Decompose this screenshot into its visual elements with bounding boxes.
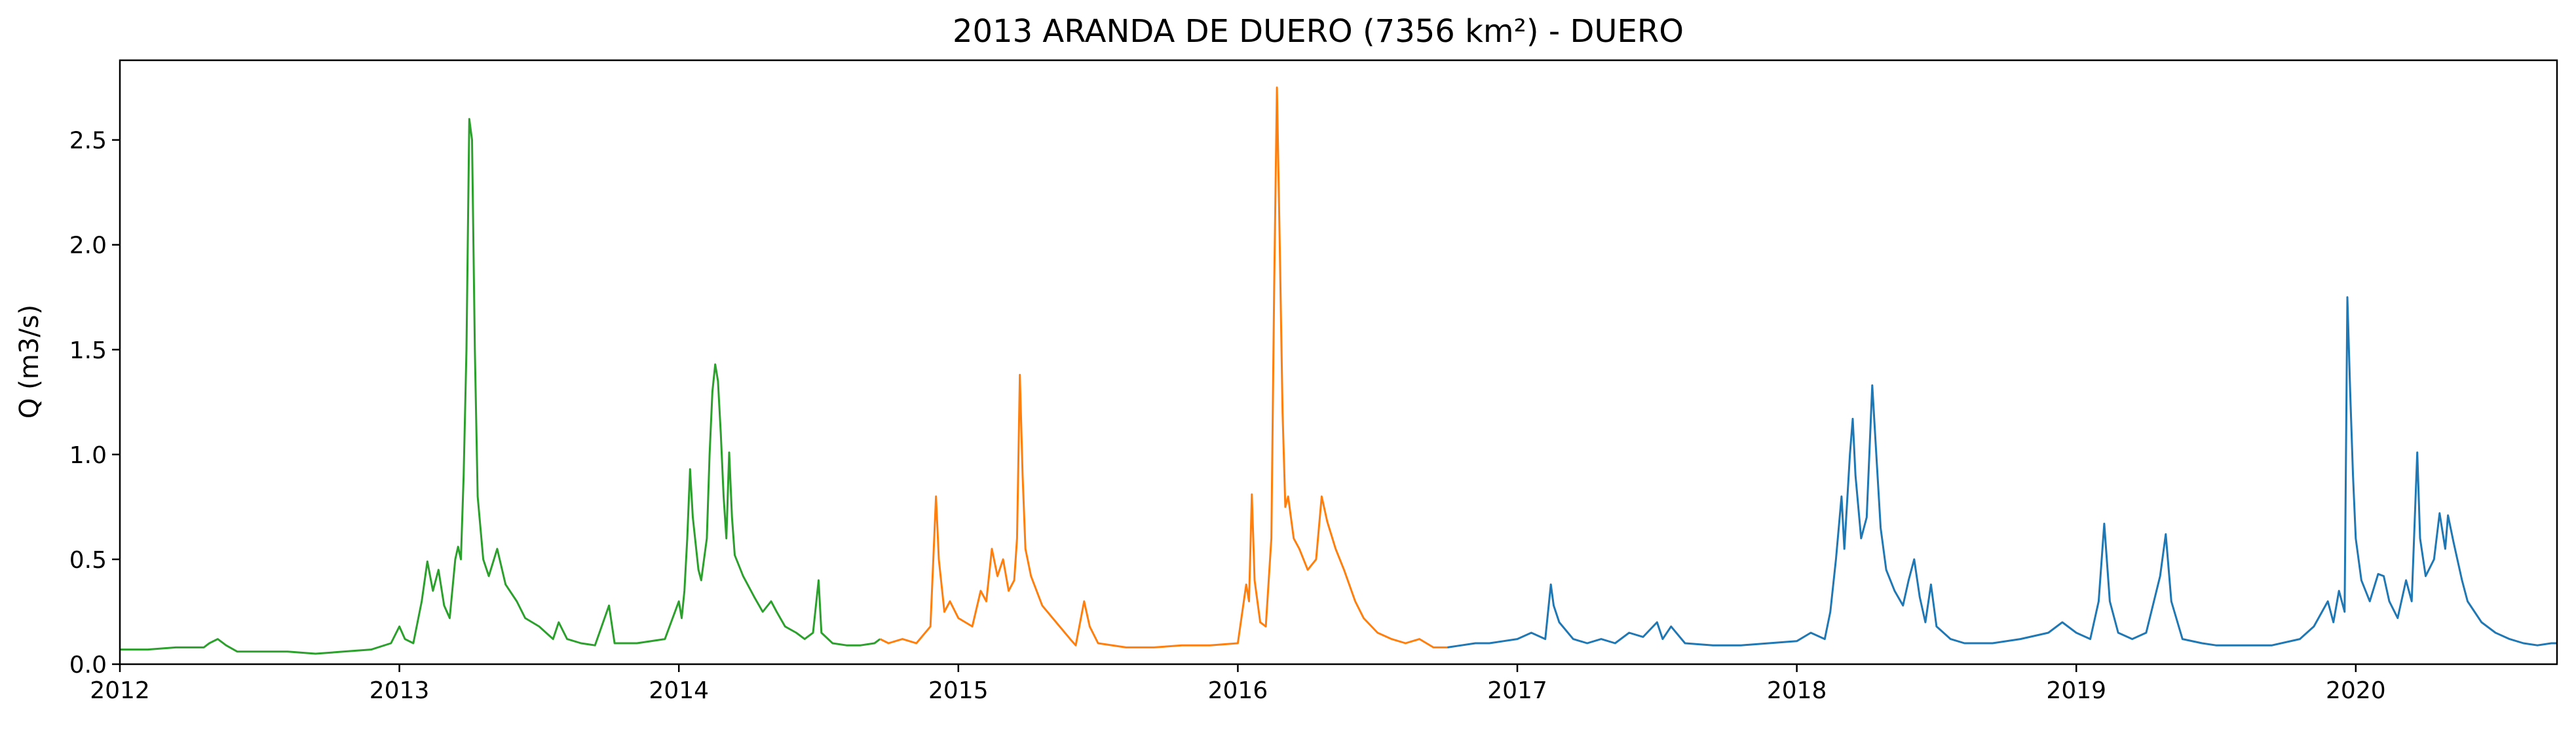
x-tick-label: 2013 [369, 677, 430, 704]
x-tick-label: 2015 [928, 677, 989, 704]
x-tick-label: 2019 [2046, 677, 2106, 704]
y-tick-label: 2.5 [69, 128, 107, 155]
y-tick-label: 0.0 [69, 652, 107, 679]
x-tick-label: 2017 [1487, 677, 1547, 704]
y-tick-label: 0.5 [69, 547, 107, 574]
x-tick-label: 2018 [1767, 677, 1827, 704]
x-tick-label: 2016 [1208, 677, 1268, 704]
x-tick-label: 2020 [2326, 677, 2386, 704]
chart-title: 2013 ARANDA DE DUERO (7356 km²) - DUERO [953, 13, 1684, 50]
x-tick-label: 2014 [649, 677, 709, 704]
y-tick-label: 1.5 [69, 337, 107, 364]
x-tick-label: 2012 [90, 677, 150, 704]
y-tick-label: 1.0 [69, 442, 107, 469]
y-axis-label: Q (m3/s) [14, 305, 45, 419]
y-tick-label: 2.0 [69, 233, 107, 259]
